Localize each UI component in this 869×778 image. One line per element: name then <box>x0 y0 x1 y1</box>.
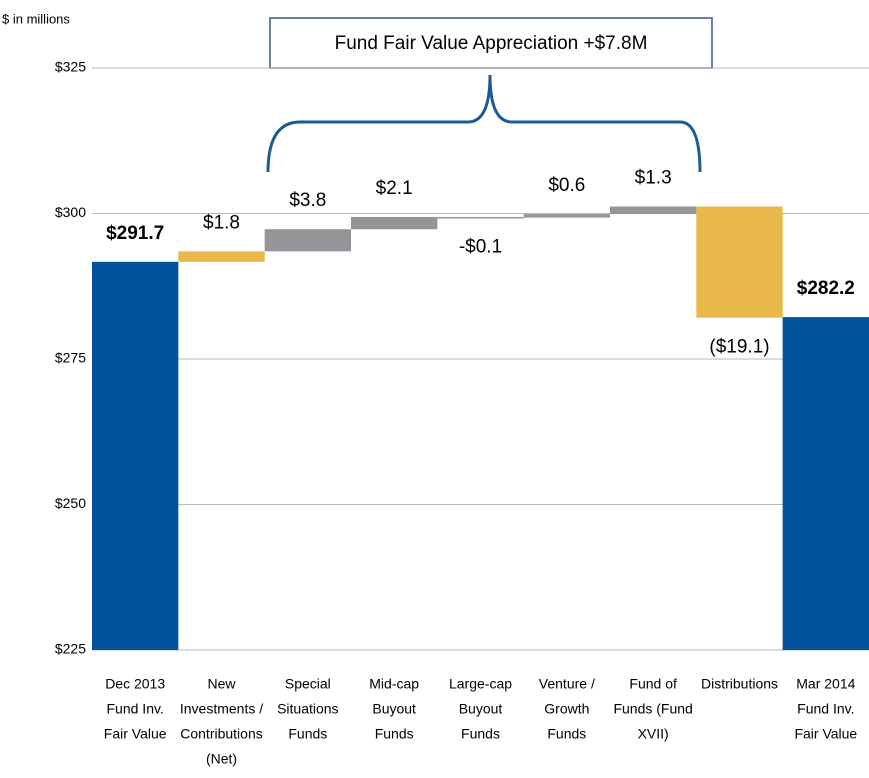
annotation: Fund Fair Value Appreciation +$7.8M <box>335 33 648 54</box>
x-tick-label: Situations <box>277 701 338 717</box>
value-label: ($19.1) <box>709 337 769 358</box>
x-tick-label: Large-cap <box>449 676 512 692</box>
x-tick-label: Buyout <box>372 701 416 717</box>
value-label: $291.7 <box>106 223 164 244</box>
x-tick-label: Special <box>285 676 331 692</box>
value-label: $3.8 <box>289 190 326 211</box>
x-tick-label: Funds <box>288 726 327 742</box>
bar <box>264 229 351 252</box>
x-tick-label: Mid-cap <box>369 676 419 692</box>
bracket <box>266 74 702 173</box>
x-tick-label: Contributions <box>180 726 263 742</box>
annotation-box <box>269 17 713 69</box>
x-tick-label: Buyout <box>459 701 503 717</box>
x-tick-label: (Net) <box>206 751 237 767</box>
x-tick-label: Fund Inv. <box>797 701 854 717</box>
unit-label: $ in millions <box>2 11 70 26</box>
y-tick-label: $325 <box>55 59 86 75</box>
x-tick-label: Distributions <box>701 676 778 692</box>
bar <box>782 317 869 650</box>
x-tick-label: Fund Inv. <box>107 701 164 717</box>
bar <box>523 214 610 218</box>
y-tick-label: $275 <box>55 350 86 366</box>
y-tick-label: $300 <box>55 204 86 220</box>
x-tick-label: Fair Value <box>104 726 167 742</box>
value-label: $1.8 <box>203 212 240 233</box>
value-label: -$0.1 <box>459 237 502 258</box>
y-tick-label: $250 <box>55 495 86 511</box>
x-tick-label: Funds <box>547 726 586 742</box>
x-tick-label: Fund of <box>629 676 677 692</box>
x-tick-label: Fair Value <box>794 726 857 742</box>
value-label: $2.1 <box>376 178 413 199</box>
bar <box>437 216 524 219</box>
bar <box>610 206 697 215</box>
bar <box>351 216 438 230</box>
value-label: $282.2 <box>797 278 855 299</box>
x-tick-label: Dec 2013 <box>105 676 165 692</box>
x-tick-label: XVII) <box>638 726 669 742</box>
y-tick-label: $225 <box>55 641 86 657</box>
x-tick-label: Funds <box>375 726 414 742</box>
grid <box>92 67 869 651</box>
x-tick-label: Funds (Fund <box>613 701 692 717</box>
bar <box>178 251 265 262</box>
x-tick-label: Growth <box>544 701 589 717</box>
bar <box>92 261 179 650</box>
x-tick-label: Mar 2014 <box>796 676 855 692</box>
value-label: $1.3 <box>635 168 672 189</box>
x-tick-label: Venture / <box>539 676 595 692</box>
bar <box>696 206 783 318</box>
x-tick-label: New <box>207 676 236 692</box>
value-label: $0.6 <box>548 175 585 196</box>
x-tick-label: Funds <box>461 726 500 742</box>
x-tick-label: Investments / <box>180 701 263 717</box>
